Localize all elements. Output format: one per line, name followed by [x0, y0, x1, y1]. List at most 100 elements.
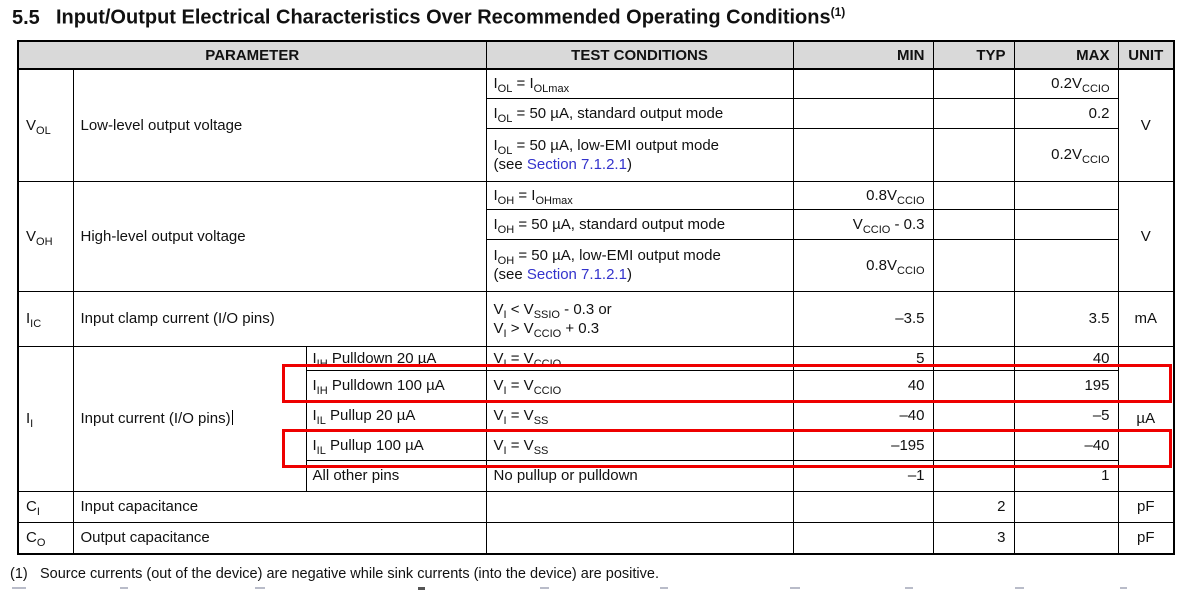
col-header-test-conditions: TEST CONDITIONS [485, 40, 794, 70]
condition-cell: VI = VSS [485, 399, 794, 431]
section-link[interactable]: Section 7.1.2.1 [526, 155, 627, 173]
condition-cell: VI = VCCIO [485, 345, 794, 371]
condition-cell: IOL = IOLmax [485, 68, 794, 99]
condition-cell: IOH = 50 µA, standard output mode [485, 208, 794, 240]
typ-cell [932, 429, 1015, 461]
min-cell: 40 [792, 369, 934, 401]
min-cell: –40 [792, 399, 934, 431]
symbol-voh: VOH [17, 180, 74, 292]
max-cell [1013, 180, 1119, 210]
unit-cell-voh: V [1117, 180, 1175, 292]
condition-cell: VI = VSS [485, 429, 794, 461]
min-cell [792, 490, 934, 523]
table-row-ii-1: II Input current (I/O pins) IIH Pulldown… [17, 345, 1175, 492]
parameter-iic: Input clamp current (I/O pins) [72, 290, 487, 347]
col-header-typ: TYP [932, 40, 1015, 70]
max-cell: 0.2VCCIO [1013, 127, 1119, 182]
condition-text: IOH = 50 µA, low-EMI output mode [493, 247, 721, 267]
typ-cell [932, 345, 1015, 371]
condition-see-note: (see Section 7.1.2.1) [493, 155, 632, 173]
subparameter-cell: IIL Pullup 20 µA [305, 399, 487, 431]
condition-cell: IOL = 50 µA, standard output mode [485, 97, 794, 129]
parameter-ii: Input current (I/O pins) [72, 345, 307, 492]
symbol-co: CO [17, 521, 74, 555]
min-cell [792, 521, 934, 555]
typ-cell [932, 180, 1015, 210]
condition-text: IOL = 50 µA, low-EMI output mode [493, 136, 720, 157]
table-header-row: PARAMETER TEST CONDITIONS MIN TYP MAX UN… [17, 40, 1175, 70]
condition-cell: IOH = IOHmax [485, 180, 794, 210]
min-cell: –1 [792, 459, 934, 492]
col-header-min: MIN [792, 40, 934, 70]
table-row-vol-3: IOL = 50 µA, low-EMI output mode (see Se… [18, 127, 1174, 182]
subparameter-cell: IIH Pulldown 20 µA [305, 345, 487, 371]
max-cell [1013, 238, 1119, 292]
typ-cell: 2 [932, 490, 1015, 523]
table-row-voh-3: IOH = 50 µA, low-EMI output mode (see Se… [18, 238, 1174, 292]
unit-cell-co: pF [1117, 521, 1175, 555]
col-header-parameter: PARAMETER [17, 40, 487, 70]
section-link[interactable]: Section 7.1.2.1 [526, 266, 627, 283]
condition-line-2: VI > VCCIO + 0.3 [493, 319, 600, 340]
min-cell: 5 [792, 345, 934, 371]
unit-cell-ci: pF [1117, 490, 1175, 523]
col-header-unit: UNIT [1117, 40, 1175, 70]
parameter-voh: High-level output voltage [72, 180, 487, 292]
condition-cell: VI = VCCIO [485, 369, 794, 401]
footnote: (1) Source currents (out of the device) a… [10, 566, 659, 582]
min-cell: 0.8VCCIO [792, 180, 934, 210]
typ-cell [932, 238, 1015, 292]
condition-cell: IOH = 50 µA, low-EMI output mode (see Se… [485, 238, 794, 292]
max-cell: 195 [1013, 369, 1119, 401]
cutoff-next-line-artifact [0, 587, 1177, 591]
max-cell [1013, 521, 1119, 555]
table-row-co: CO Output capacitance 3 pF [17, 521, 1175, 555]
typ-cell [932, 369, 1015, 401]
max-cell: 40 [1013, 345, 1119, 371]
min-cell [792, 127, 934, 182]
table-row-vol-2: IOL = 50 µA, standard output mode 0.2 [18, 97, 1174, 129]
table-row-voh-1: VOH High-level output voltage IOH = IOHm… [17, 180, 1175, 292]
typ-cell [932, 290, 1015, 347]
min-cell: –3.5 [792, 290, 934, 347]
symbol-ci: CI [17, 490, 74, 523]
max-cell [1013, 490, 1119, 523]
condition-cell: IOL = 50 µA, low-EMI output mode (see Se… [485, 127, 794, 182]
text-cursor-artifact [231, 410, 233, 425]
typ-cell [932, 399, 1015, 431]
typ-cell [932, 459, 1015, 492]
max-cell: –40 [1013, 429, 1119, 461]
section-title: 5.5 Input/Output Electrical Characteristi… [12, 5, 845, 30]
unit-cell-iic: mA [1117, 290, 1175, 347]
condition-cell [485, 521, 794, 555]
min-cell: 0.8VCCIO [792, 238, 934, 292]
table-row-voh-2: IOH = 50 µA, standard output mode VCCIO … [18, 208, 1174, 240]
footnote-number: (1) [10, 566, 28, 582]
typ-cell: 3 [932, 521, 1015, 555]
min-cell [792, 97, 934, 129]
electrical-characteristics-table: PARAMETER TEST CONDITIONS MIN TYP MAX UN… [17, 40, 1175, 555]
condition-cell [485, 490, 794, 523]
parameter-ci: Input capacitance [72, 490, 487, 523]
parameter-vol: Low-level output voltage [72, 68, 487, 182]
condition-cell: No pullup or pulldown [485, 459, 794, 492]
symbol-iic: IIC [17, 290, 74, 347]
section-number: 5.5 [12, 6, 40, 29]
typ-cell [932, 208, 1015, 240]
unit-cell-vol: V [1117, 68, 1175, 182]
condition-line-1: VI < VSSIO - 0.3 or [493, 300, 612, 321]
table-row-ii-4: IIL Pullup 100 µA VI = VSS –195 –40 [18, 429, 1174, 461]
title-footnote-ref: (1) [830, 5, 846, 19]
footnote-text: Source currents (out of the device) are … [40, 566, 659, 582]
max-cell: 0.2VCCIO [1013, 68, 1119, 99]
min-cell: VCCIO - 0.3 [792, 208, 934, 240]
col-header-max: MAX [1013, 40, 1119, 70]
table-row-ii-2: IIH Pulldown 100 µA VI = VCCIO 40 195 [18, 369, 1174, 401]
table-row-ci: CI Input capacitance 2 pF [17, 490, 1175, 523]
typ-cell [932, 68, 1015, 99]
parameter-co: Output capacitance [72, 521, 487, 555]
section-title-text: Input/Output Electrical Characteristics … [56, 6, 831, 29]
subparameter-cell: IIL Pullup 100 µA [305, 429, 487, 461]
symbol-vol: VOL [17, 68, 74, 182]
max-cell: 1 [1013, 459, 1119, 492]
